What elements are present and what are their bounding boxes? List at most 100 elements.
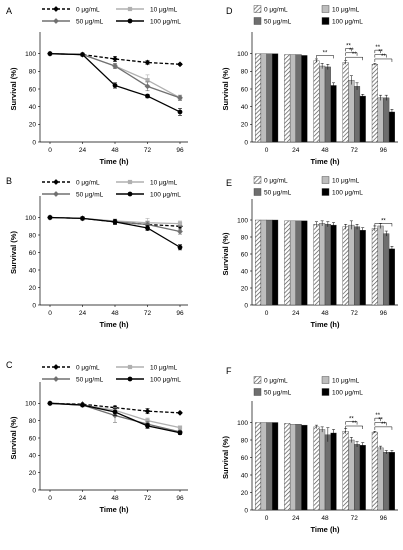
E-significance-bracket [374,223,393,227]
A-legend-label: 50 μg/mL [76,18,104,25]
F-bar [295,424,302,511]
E-legend-item: 50 μg/mL [253,188,292,196]
D-x-tick-label: 48 [321,147,329,154]
B-x-tick-label: 48 [111,310,119,317]
B-x-tick-label: 72 [144,310,152,317]
F-bar [377,447,384,511]
B-panel-letter: B [6,176,12,186]
E-legend-label: 10 μg/mL [332,177,360,184]
F-legend-swatch [253,388,262,396]
F-significance-label: ** [375,413,380,419]
D-significance-label: ** [378,50,383,56]
E-y-axis-title: Survival (%) [221,232,230,275]
A-y-axis-title: Survival (%) [9,67,18,110]
A-data-point [144,83,151,90]
E-y-tick-label: 100 [237,217,248,224]
F-x-tick-label: 96 [380,515,388,522]
E-bar [255,219,262,306]
C-legend-item: 50 μg/mL [42,376,104,383]
panel-A: A 0 μg/mL 10 μg/mL 50 μg/mL 100 μg/mL 0 20 40 60… [6,6,188,166]
D-legend-item: 50 μg/mL [253,17,292,25]
E-bar [272,219,279,306]
C-y-tick-label: 40 [29,453,37,460]
C-y-tick-label: 80 [29,418,37,425]
D-x-tick-label: 96 [380,147,388,154]
C-legend-label: 50 μg/mL [76,376,104,383]
E-bar [295,220,302,306]
E-legend-item: 0 μg/mL [253,176,288,184]
E-bar [313,224,320,306]
A-y-tick-label: 20 [29,122,37,129]
A-legend-label: 100 μg/mL [150,18,181,25]
E-x-tick-label: 72 [351,310,359,317]
C-legend-label: 100 μg/mL [150,376,181,383]
D-bar [354,86,361,143]
A-data-point [177,109,183,115]
A-data-point [144,59,151,66]
B-y-tick-label: 60 [29,250,37,257]
E-bar [377,225,384,306]
D-legend-swatch [321,17,330,25]
B-legend-item: 50 μg/mL [42,191,104,198]
F-significance-label: ** [381,422,386,428]
E-y-tick-label: 20 [241,285,249,292]
F-legend-label: 0 μg/mL [264,377,288,384]
F-bar [289,424,296,511]
D-bar [266,53,273,143]
D-bar [324,66,331,143]
F-bar [371,431,378,511]
E-legend-item: 10 μg/mL [321,176,360,184]
E-x-tick-label: 48 [321,310,329,317]
E-bar [354,226,361,306]
E-legend-label: 0 μg/mL [264,177,288,184]
F-y-tick-label: 100 [237,420,248,427]
B-y-tick-label: 40 [29,267,37,274]
D-significance-bracket [374,49,381,54]
E-bar [319,223,326,306]
C-panel-letter: C [6,360,13,370]
B-y-tick-label: 100 [25,215,36,222]
C-x-tick-label: 72 [144,495,152,502]
F-bar [284,423,291,511]
D-legend-label: 10 μg/mL [332,6,360,13]
panel-F: F 0 μg/mL 10 μg/mL 50 μg/mL 100 μg/mL 0 20 40 60… [221,366,398,534]
D-y-tick-label: 60 [241,86,249,93]
B-legend-label: 0 μg/mL [76,179,100,186]
A-y-tick-label: 0 [32,139,36,146]
D-legend-label: 50 μg/mL [264,18,292,25]
F-significance-bracket [374,417,381,422]
C-x-tick-label: 24 [79,495,87,502]
D-bar [284,54,291,143]
C-data-point [177,430,183,436]
B-legend-item: 0 μg/mL [42,179,100,186]
D-y-tick-label: 0 [244,139,248,146]
D-legend-label: 0 μg/mL [264,6,288,13]
F-significance-label: ** [349,417,354,423]
A-panel-letter: A [6,6,12,16]
E-y-tick-label: 40 [241,268,249,275]
A-legend-item: 100 μg/mL [116,18,181,25]
F-legend-label: 10 μg/mL [332,377,360,384]
C-legend-item: 0 μg/mL [42,364,100,371]
F-x-tick-label: 0 [265,515,269,522]
B-legend-marker [127,179,133,185]
E-y-tick-label: 80 [241,234,249,241]
A-y-tick-label: 100 [25,51,36,58]
F-bar [272,422,279,511]
F-bar [330,432,337,511]
E-x-tick-label: 0 [265,310,269,317]
A-data-point [145,78,150,83]
E-x-axis-title: Time (h) [310,320,340,329]
E-legend-swatch [321,188,330,196]
A-x-tick-label: 0 [48,147,52,154]
F-legend-label: 100 μg/mL [332,389,363,396]
D-bar [377,97,384,143]
C-data-point [144,408,151,415]
A-y-tick-label: 40 [29,104,37,111]
C-legend-marker [127,376,133,382]
B-y-tick-label: 20 [29,285,37,292]
F-significance-bracket [345,425,363,429]
D-significance-label: ** [346,43,351,49]
C-y-axis-title: Survival (%) [9,416,18,459]
